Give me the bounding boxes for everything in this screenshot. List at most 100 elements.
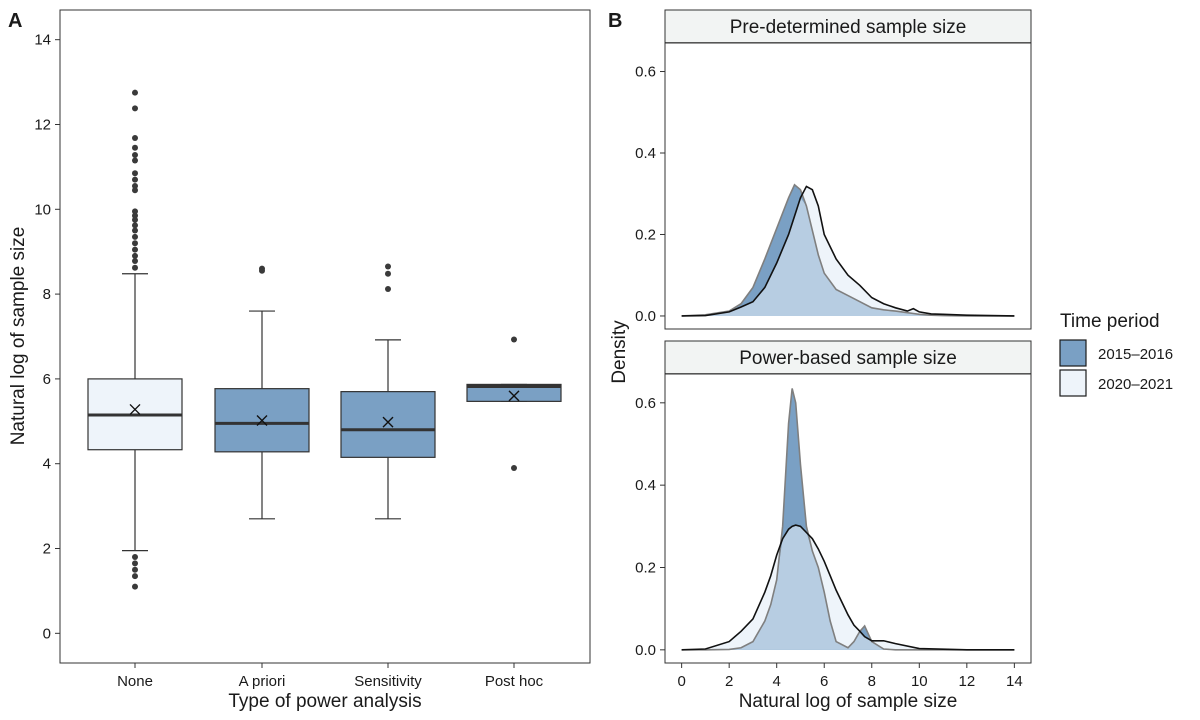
density-area-2020-2021 <box>681 525 1015 650</box>
y-tick-label: 0.0 <box>635 642 656 659</box>
density-line-2020-2021 <box>681 185 1015 317</box>
mean-marker <box>129 403 141 415</box>
legend-title: Time period <box>1060 311 1160 332</box>
x-tick-label: Sensitivity <box>354 673 422 690</box>
facet-title-power-based: Power-based sample size <box>739 348 957 369</box>
y-tick-label: 0.4 <box>635 477 656 494</box>
y-tick-label: 0.2 <box>635 226 656 243</box>
x-tick-label: 4 <box>773 673 781 690</box>
iqr-box <box>466 383 562 402</box>
y-tick-label: 6 <box>43 371 51 388</box>
outlier-point <box>132 170 138 177</box>
density-line-2015-2016 <box>681 183 1015 317</box>
outlier-point <box>132 157 138 164</box>
box-a-priori <box>214 265 310 520</box>
y-tick-label: 0.6 <box>635 395 656 412</box>
facet-title-pre-determined: Pre-determined sample size <box>730 17 967 38</box>
y-tick-label: 4 <box>43 456 51 473</box>
density-facet-pre-determined <box>681 183 1015 317</box>
x-tick-label: 8 <box>868 673 876 690</box>
y-tick-label: 8 <box>43 286 51 303</box>
density-area-2020-2021 <box>681 186 1015 316</box>
outlier-point <box>132 573 138 580</box>
y-tick-label: 0.6 <box>635 64 656 81</box>
y-tick-label: 2 <box>43 541 51 558</box>
x-tick-label: A priori <box>239 673 286 690</box>
density-y-axis-pre-determined: 0.0 0.2 0.4 0.6 <box>635 64 665 325</box>
outlier-point <box>132 144 138 151</box>
outlier-point <box>132 187 138 194</box>
mean-marker <box>382 416 394 428</box>
outlier-point <box>132 560 138 567</box>
y-tick-label: 10 <box>34 201 51 218</box>
outlier-point <box>132 176 138 183</box>
outlier-point <box>132 258 138 265</box>
y-tick-label: 0 <box>43 625 51 642</box>
outlier-point <box>511 464 517 471</box>
density-x-axis-title: Natural log of sample size <box>739 691 958 712</box>
outlier-point <box>259 265 265 272</box>
outlier-point <box>132 583 138 590</box>
iqr-box <box>340 391 436 458</box>
density-x-axis: 0 2 4 6 8 10 12 14 <box>677 663 1023 690</box>
boxplot-panel: 0 2 4 6 8 10 12 14 None A priori Sensitivity Post … <box>8 9 591 712</box>
outlier-point <box>132 212 138 219</box>
outlier-point <box>132 264 138 271</box>
outlier-point <box>132 222 138 229</box>
density-y-axis-power-based: 0.0 0.2 0.4 0.6 <box>635 395 665 659</box>
facet-strip-pre-determined <box>664 9 1032 44</box>
x-tick-label: 12 <box>958 673 975 690</box>
legend-swatch-2020-2021 <box>1059 369 1087 397</box>
outlier-point <box>132 89 138 96</box>
density-line-2015-2016 <box>681 388 1015 651</box>
panel-letter-b: B <box>608 10 622 32</box>
outlier-point <box>132 227 138 234</box>
outlier-point <box>132 216 138 223</box>
boxplot-y-axis-title: Natural log of sample size <box>8 227 29 446</box>
x-tick-label: None <box>117 673 153 690</box>
boxplot-x-axis: None A priori Sensitivity Post hoc <box>117 663 544 690</box>
outlier-point <box>385 270 391 277</box>
boxplot-boxes <box>87 89 562 590</box>
x-tick-label: Post hoc <box>485 673 544 690</box>
legend-swatch-2015-2016 <box>1059 339 1087 367</box>
x-tick-label: 14 <box>1006 673 1023 690</box>
outlier-point <box>132 135 138 142</box>
boxplot-plot-frame <box>59 9 591 664</box>
x-tick-label: 0 <box>677 673 685 690</box>
outlier-point <box>132 105 138 112</box>
outlier-point <box>385 263 391 270</box>
y-tick-label: 12 <box>34 116 51 133</box>
y-tick-label: 0.0 <box>635 308 656 325</box>
mean-marker <box>508 390 520 402</box>
outlier-point <box>385 286 391 293</box>
facet-strip-power-based <box>664 340 1032 375</box>
y-tick-label: 0.2 <box>635 559 656 576</box>
outlier-point <box>132 152 138 159</box>
x-tick-label: 2 <box>725 673 733 690</box>
outlier-point <box>132 246 138 253</box>
y-tick-label: 0.4 <box>635 145 656 162</box>
density-panel: Pre-determined sample size 0.00.20.40.6 … <box>609 9 1032 712</box>
legend-label-2020-2021: 2020–2021 <box>1098 376 1173 393</box>
y-tick-label: 14 <box>34 32 51 49</box>
box-sensitivity <box>340 263 436 520</box>
density-area-2015-2016 <box>681 184 1015 316</box>
boxplot-y-axis: 0 2 4 6 8 10 12 14 <box>34 32 60 642</box>
density-facet-power-based <box>681 388 1015 651</box>
legend-label-2015-2016: 2015–2016 <box>1098 346 1173 363</box>
outlier-point <box>511 336 517 343</box>
outlier-point <box>132 233 138 240</box>
x-tick-label: 6 <box>820 673 828 690</box>
outlier-point <box>132 182 138 189</box>
box-post-hoc <box>466 336 562 471</box>
density-y-axis-title: Density <box>609 320 630 384</box>
mean-marker <box>256 414 268 426</box>
density-line-2020-2021 <box>681 524 1015 651</box>
outlier-point <box>132 208 138 215</box>
legend: Time period 2015–2016 2020–2021 <box>1059 311 1173 397</box>
x-tick-label: 10 <box>911 673 928 690</box>
outlier-point <box>132 566 138 573</box>
outlier-point <box>132 240 138 247</box>
